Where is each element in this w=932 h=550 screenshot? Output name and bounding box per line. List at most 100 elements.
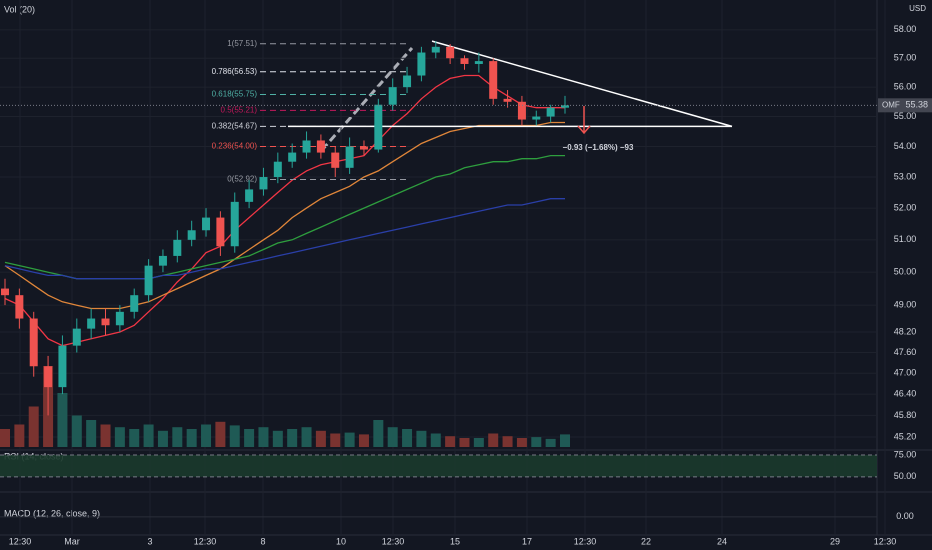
volume-bar: [287, 429, 298, 447]
candle-body: [503, 98, 512, 102]
volume-bar: [0, 429, 10, 447]
candle-body: [158, 255, 167, 266]
candle-body: [44, 366, 53, 388]
volume-bar: [373, 420, 384, 447]
volume-bar: [201, 424, 212, 447]
candle-body: [230, 201, 239, 247]
candle-body: [417, 52, 426, 76]
volume-bar: [14, 424, 25, 447]
x-tick-label: Mar: [64, 536, 80, 546]
volume-bar: [560, 434, 570, 447]
y-tick-label: 56.00: [894, 82, 917, 92]
volume-bar: [215, 421, 226, 447]
candle-body: [245, 189, 254, 202]
candle-body: [374, 104, 383, 150]
candle-body: [216, 217, 225, 247]
y-tick-label: 75.00: [894, 449, 917, 459]
x-tick-label: 12:30: [574, 536, 597, 546]
candle-body: [58, 345, 67, 388]
y-tick-label: 48.20: [894, 326, 917, 336]
rsi-band: [0, 454, 877, 477]
y-tick-label: 54.00: [894, 141, 917, 151]
candle-body: [517, 101, 526, 120]
x-tick-label: 17: [522, 536, 532, 546]
volume-bar: [402, 429, 413, 447]
candle-body: [202, 217, 211, 231]
fib-label: 0.236(54.00): [212, 142, 258, 151]
y-tick-label: 55.00: [894, 111, 917, 121]
moving-average: [4, 198, 565, 280]
candle-body: [288, 152, 297, 162]
volume-bar: [28, 406, 39, 447]
x-tick-label: 12:30: [382, 536, 405, 546]
volume-bar: [330, 433, 341, 447]
x-tick-label: 29: [830, 536, 840, 546]
x-tick-label: 24: [717, 536, 727, 546]
candle-body: [1, 288, 9, 296]
symbol-label: OMF: [882, 100, 900, 109]
candle-body: [273, 161, 282, 178]
volume-bar: [229, 425, 240, 447]
candle-body: [403, 75, 412, 88]
volume-bar: [244, 429, 255, 447]
x-tick-label: 22: [641, 536, 651, 546]
y-tick-label: 51.00: [894, 234, 917, 244]
volume-bar: [186, 429, 197, 447]
candle-body: [345, 146, 354, 168]
volume-bar: [488, 433, 499, 447]
volume-bar: [143, 424, 154, 447]
y-tick-label: 47.00: [894, 368, 917, 378]
price-tag: [878, 98, 932, 113]
volume-bar: [358, 434, 369, 447]
last-price: 55.38: [905, 100, 928, 110]
volume-bar: [301, 427, 312, 447]
fib-label: 1(57.51): [227, 39, 257, 48]
candle-body: [474, 61, 483, 64]
x-tick-label: 8: [260, 536, 265, 546]
volume-bar: [531, 437, 542, 447]
candle-body: [15, 295, 24, 319]
volume-bar: [71, 415, 82, 447]
candle-body: [359, 146, 368, 150]
volume-bar: [100, 424, 111, 447]
candle-body: [489, 61, 498, 99]
candle-body: [72, 328, 81, 346]
annotation: −0.93 (−1.68%) −93: [563, 143, 634, 152]
candle-body: [130, 295, 139, 312]
volume-bar: [157, 430, 168, 447]
y-tick-label: 49.00: [894, 300, 917, 310]
y-tick-label: 46.40: [894, 389, 917, 399]
y-tick-label: 52.00: [894, 203, 917, 213]
fib-label: 0(52.92): [227, 175, 257, 184]
volume-bar: [315, 430, 326, 447]
candle-body: [388, 87, 397, 105]
candle-body: [431, 46, 440, 53]
candle-body: [115, 311, 124, 326]
candle-body: [316, 140, 325, 153]
x-tick-label: 12:30: [9, 536, 32, 546]
y-tick-label: 47.60: [894, 347, 917, 357]
volume-bar: [430, 433, 441, 447]
volume-bar: [502, 436, 513, 447]
x-tick-label: 10: [336, 536, 346, 546]
volume-bar: [57, 393, 68, 447]
moving-average: [4, 74, 565, 347]
candle-body: [173, 239, 182, 256]
volume-bar: [258, 427, 269, 447]
y-tick-label: 57.00: [894, 53, 917, 63]
candle-body: [546, 107, 555, 117]
fib-label: 0.382(54.67): [212, 121, 258, 130]
candle-body: [187, 230, 196, 240]
x-tick-label: 3: [147, 536, 152, 546]
volume-bar: [172, 427, 183, 447]
volume-bar: [459, 438, 470, 447]
volume-bar: [416, 430, 427, 447]
arrow-head: [577, 125, 591, 135]
y-tick-label: 50.00: [894, 267, 917, 277]
volume-bar: [516, 438, 527, 447]
x-tick-label: 12:30: [874, 536, 897, 546]
volume-bar: [387, 427, 398, 447]
candle-body: [101, 318, 110, 326]
volume-bar: [129, 429, 140, 447]
